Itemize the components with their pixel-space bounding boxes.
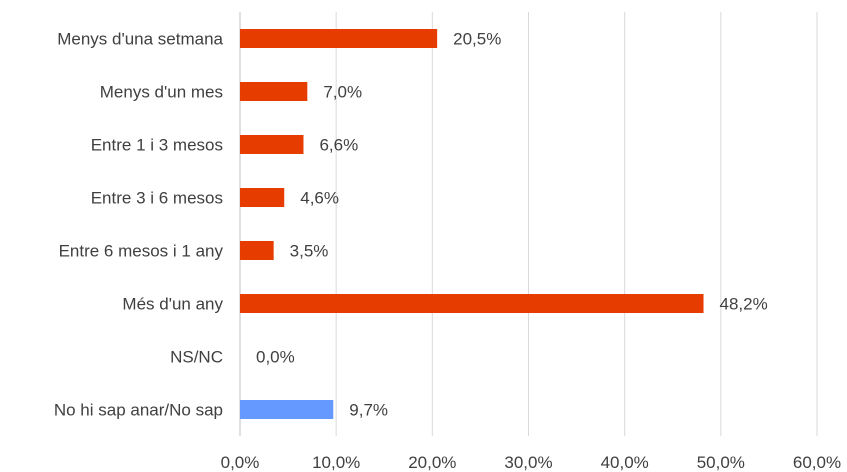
category-label-1: Menys d'un mes bbox=[100, 83, 223, 102]
x-tick-label-40: 40,0% bbox=[601, 453, 649, 472]
bar-3 bbox=[240, 188, 285, 207]
value-label-1: 7,0% bbox=[323, 83, 362, 102]
bar-5 bbox=[240, 294, 704, 313]
x-tick-label-60: 60,0% bbox=[793, 453, 841, 472]
x-tick-label-30: 30,0% bbox=[504, 453, 552, 472]
grid-lines bbox=[239, 12, 818, 436]
value-label-0: 20,5% bbox=[453, 30, 501, 49]
bar-4 bbox=[240, 241, 274, 260]
value-label-4: 3,5% bbox=[290, 242, 329, 261]
x-tick-label-10: 10,0% bbox=[312, 453, 360, 472]
category-labels: Menys d'una setmana Menys d'un mes Entre 1… bbox=[54, 30, 224, 420]
value-label-3: 4,6% bbox=[300, 189, 339, 208]
category-label-5: Més d'un any bbox=[122, 295, 223, 314]
bars bbox=[240, 29, 704, 419]
category-label-6: NS/NC bbox=[170, 348, 223, 367]
bar-0 bbox=[240, 29, 438, 48]
value-label-5: 48,2% bbox=[720, 295, 768, 314]
bar-1 bbox=[240, 82, 308, 101]
category-label-2: Entre 1 i 3 mesos bbox=[91, 136, 223, 155]
bar-7 bbox=[240, 400, 334, 419]
category-label-7: No hi sap anar/No sap bbox=[54, 401, 223, 420]
x-tick-label-20: 20,0% bbox=[408, 453, 456, 472]
bar-2 bbox=[240, 135, 304, 154]
value-labels: 20,5% 7,0% 6,6% 4,6% 3,5% 48,2% 0,0% 9,7% bbox=[256, 30, 768, 420]
value-label-2: 6,6% bbox=[319, 136, 358, 155]
x-tick-labels: 0,0% 10,0% 20,0% 30,0% 40,0% 50,0% 60,0% bbox=[221, 453, 841, 472]
x-tick-label-0: 0,0% bbox=[221, 453, 260, 472]
x-tick-label-50: 50,0% bbox=[697, 453, 745, 472]
category-label-3: Entre 3 i 6 mesos bbox=[91, 189, 223, 208]
value-label-6: 0,0% bbox=[256, 348, 295, 367]
category-label-4: Entre 6 mesos i 1 any bbox=[59, 242, 224, 261]
category-label-0: Menys d'una setmana bbox=[57, 30, 223, 49]
value-label-7: 9,7% bbox=[349, 401, 388, 420]
